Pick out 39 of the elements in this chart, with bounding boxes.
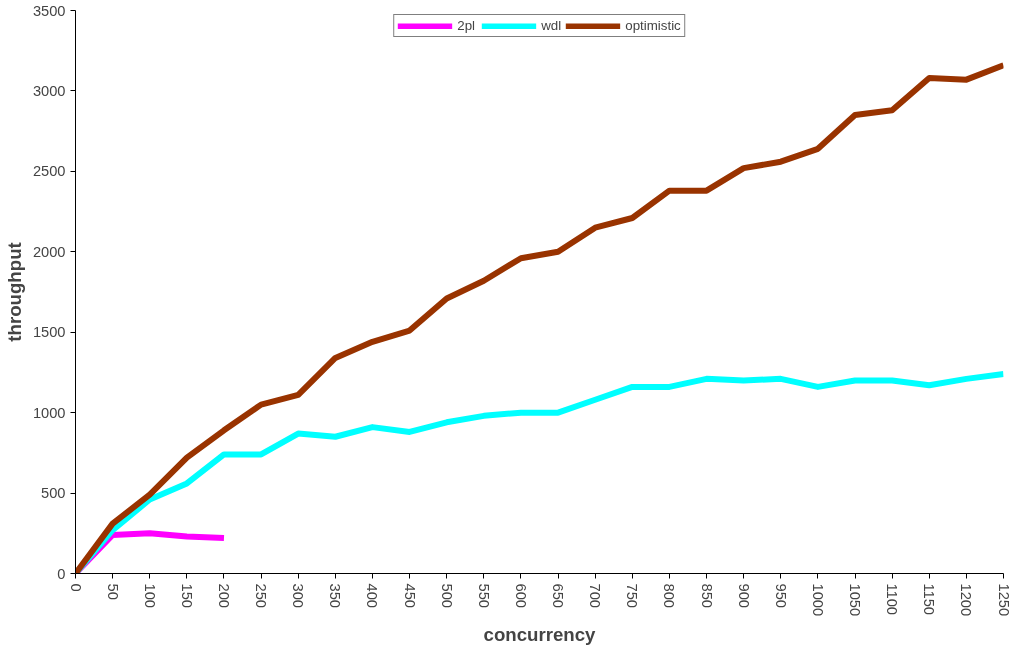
x-tick-label: 1150 [921, 583, 938, 616]
x-axis-title: concurrency [483, 624, 597, 646]
legend-label: 2pl [457, 18, 476, 33]
x-tick-label: 1200 [958, 583, 975, 617]
x-tick-label: 150 [178, 583, 195, 608]
y-tick-label: 3000 [32, 82, 66, 99]
x-tick-label: 450 [401, 583, 418, 608]
x-tick-label: 550 [475, 583, 492, 608]
y-tick-label: 2000 [32, 243, 66, 260]
y-tick-label: 1000 [32, 404, 66, 421]
y-tick-label: 500 [41, 485, 66, 502]
x-tick-label: 1000 [809, 583, 826, 617]
x-tick-label: 0 [67, 583, 84, 592]
x-tick-label: 800 [661, 583, 678, 608]
y-tick-label: 0 [57, 565, 66, 582]
x-tick-label: 700 [587, 583, 604, 608]
x-tick-label: 1250 [995, 583, 1012, 617]
x-tick-label: 600 [512, 583, 529, 608]
x-tick-label: 1050 [847, 583, 864, 617]
x-tick-label: 500 [438, 583, 455, 608]
x-tick-label: 300 [290, 583, 307, 608]
x-tick-label: 900 [735, 583, 752, 608]
y-tick-label: 2500 [32, 163, 66, 180]
y-axis-title: throughput [3, 242, 25, 342]
y-tick-label: 1500 [32, 324, 66, 341]
y-tick-label: 3500 [32, 2, 66, 19]
legend-label: optimistic [625, 18, 681, 33]
x-tick-label: 750 [624, 583, 641, 608]
legend-label: wdl [541, 18, 562, 33]
x-tick-label: 250 [253, 583, 270, 608]
x-tick-label: 1100 [884, 583, 901, 616]
x-tick-label: 850 [698, 583, 715, 608]
x-tick-label: 200 [215, 583, 232, 608]
x-tick-label: 400 [364, 583, 381, 608]
x-tick-label: 950 [772, 583, 789, 608]
x-tick-label: 50 [104, 583, 121, 600]
x-tick-label: 350 [327, 583, 344, 608]
x-tick-label: 100 [141, 583, 158, 608]
x-tick-label: 650 [550, 583, 567, 608]
